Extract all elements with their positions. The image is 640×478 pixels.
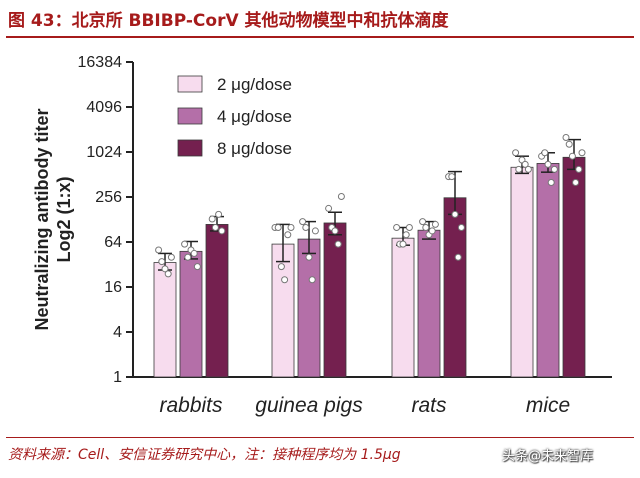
data-point [334,240,342,248]
data-point [428,227,436,235]
data-point [208,215,216,223]
data-point [311,227,319,235]
data-point [281,276,289,284]
data-point [544,160,552,168]
data-point [512,149,520,157]
bar [179,250,203,378]
legend-swatch [177,139,203,157]
data-point [547,179,555,187]
bar [562,156,586,378]
data-point [405,224,413,232]
data-point [454,253,462,261]
watermark: 头条@未来智库 [502,449,594,464]
data-point [337,192,345,200]
figure-title: 图 43：北京所 BBIBP-CorV 其他动物模型中和抗体滴度 [8,11,449,31]
data-point [287,224,295,232]
x-category-label: rats [411,394,447,417]
bar [323,222,347,378]
data-point [331,227,339,235]
y-tick-label: 16384 [78,54,123,71]
legend-label: 2 μg/dose [217,75,292,94]
x-category-label: rabbits [159,394,223,417]
data-point [448,173,456,181]
x-category-label: mice [526,394,570,417]
data-point [305,253,313,261]
footer-divider [6,437,634,438]
y-tick-label: 4 [113,324,122,341]
data-point [562,134,570,142]
x-category-label: guinea pigs [255,394,363,417]
y-tick-label: 256 [95,189,122,206]
bar [536,163,560,378]
data-point [211,224,219,232]
data-point [521,160,529,168]
data-point [155,246,163,254]
data-point [164,270,172,278]
bar [391,237,415,378]
data-point [284,231,292,239]
data-point [572,179,580,187]
data-point [399,240,407,248]
data-point [167,253,175,261]
data-point [302,224,310,232]
y-tick-label: 4096 [86,99,122,116]
data-point [541,149,549,157]
data-point [431,220,439,228]
data-point [578,149,586,157]
data-point [325,204,333,212]
source-note: 资料来源：Cell、安信证券研究中心，注：接种程序均为 1.5μg [8,447,401,463]
data-point [215,210,223,218]
data-point [457,224,465,232]
data-point [393,224,401,232]
data-point [218,227,226,235]
data-point [419,218,427,226]
y-tick-label: 1024 [86,144,122,161]
bar [417,229,441,378]
chart-legend: 2 μg/dose 4 μg/dose 8 μg/dose [177,75,292,158]
data-point [181,240,189,248]
legend-swatch [177,107,203,125]
legend-label: 8 μg/dose [217,139,292,158]
bar [205,224,229,378]
legend-label: 4 μg/dose [217,107,292,126]
y-axis-title-line1: Neutralizing antibody titer [32,108,52,330]
figure-header: 图 43：北京所 BBIBP-CorV 其他动物模型中和抗体滴度 [0,0,640,42]
data-point [308,276,316,284]
data-point [451,210,459,218]
header-divider [6,36,634,38]
bar [153,262,177,378]
data-point [550,165,558,173]
chart-axes: 1 4 16 64 256 1024 4096 16384 Neutralizing antib… [32,54,612,417]
data-point [575,165,583,173]
data-point [568,152,576,160]
bar [510,166,534,378]
data-point [515,165,523,173]
data-point [190,249,198,257]
data-point [422,224,430,232]
data-point [299,218,307,226]
data-point [565,140,573,148]
data-point [161,265,169,273]
data-point [274,224,282,232]
y-axis-title-line2: Log2 (1:x) [54,176,74,262]
chart-bars [153,134,586,378]
y-tick-label: 16 [104,279,122,296]
data-point [277,263,285,271]
data-point [524,165,532,173]
data-point [193,263,201,271]
legend-swatch [177,75,203,93]
y-tick-label: 1 [113,369,122,386]
data-point [402,231,410,239]
data-point [184,253,192,261]
y-tick-label: 64 [104,234,122,251]
data-point [158,258,166,266]
